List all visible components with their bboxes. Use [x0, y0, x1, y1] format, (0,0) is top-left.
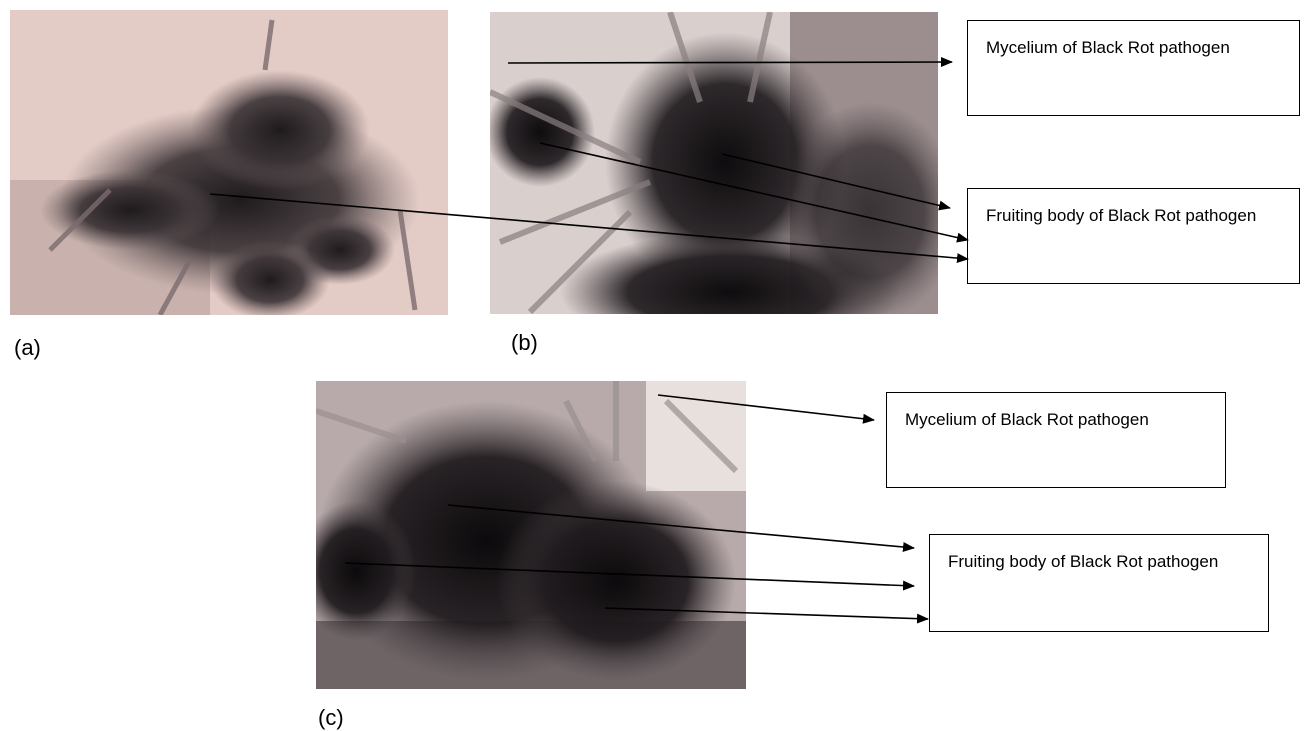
label-b-mycelium: Mycelium of Black Rot pathogen — [967, 20, 1300, 116]
micrograph-b — [490, 12, 938, 314]
label-c-fruiting: Fruiting body of Black Rot pathogen — [929, 534, 1269, 632]
caption-b: (b) — [511, 330, 538, 355]
caption-a: (a) — [14, 335, 41, 360]
label-c-mycelium: Mycelium of Black Rot pathogen — [886, 392, 1226, 488]
micrograph-c — [316, 381, 746, 689]
micrograph-a — [10, 10, 448, 315]
caption-c: (c) — [318, 705, 344, 730]
label-b-fruiting: Fruiting body of Black Rot pathogen — [967, 188, 1300, 284]
